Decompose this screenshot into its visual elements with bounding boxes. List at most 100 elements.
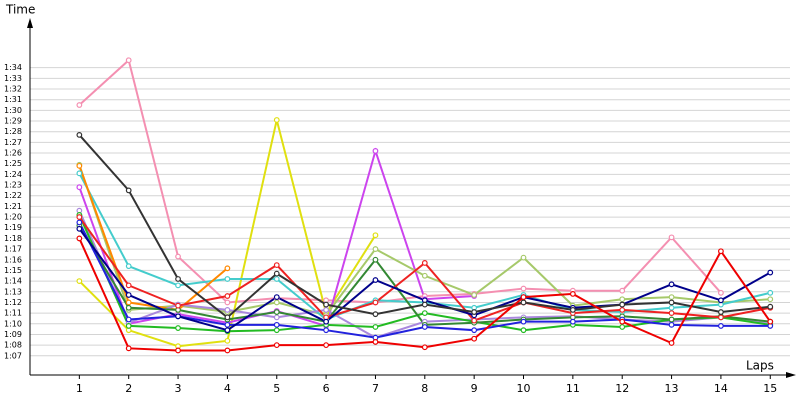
- y-tick-label: 1:27: [4, 138, 22, 147]
- point: [224, 314, 231, 321]
- point: [224, 307, 231, 313]
- point: [569, 318, 576, 325]
- y-tick-label: 1:10: [4, 319, 22, 328]
- point: [175, 282, 181, 289]
- point: [718, 289, 724, 296]
- point: [125, 323, 132, 329]
- point: [323, 327, 330, 334]
- y-axis-label: Time: [5, 3, 35, 17]
- point: [224, 327, 231, 334]
- point: [125, 187, 132, 194]
- point: [273, 327, 280, 334]
- point: [421, 272, 428, 279]
- point: [323, 307, 330, 313]
- point: [767, 303, 774, 310]
- point: [668, 281, 675, 288]
- x-tick-label: 15: [763, 382, 777, 395]
- x-tick-label: 8: [421, 382, 428, 395]
- series-line: [78, 58, 722, 304]
- point: [372, 232, 379, 239]
- point: [76, 278, 83, 284]
- y-tick-label: 1:15: [4, 266, 22, 275]
- y-tick-label: 1:25: [4, 159, 22, 168]
- point: [175, 325, 181, 331]
- y-tick-label: 1:11: [4, 309, 22, 318]
- point: [273, 299, 280, 306]
- y-tick-label: 1:22: [4, 191, 22, 200]
- point: [323, 301, 330, 308]
- plot-area: [76, 57, 774, 354]
- point: [767, 289, 774, 296]
- point: [224, 265, 231, 272]
- point: [668, 310, 675, 317]
- point: [273, 309, 280, 315]
- y-tick-label: 1:12: [4, 298, 22, 307]
- point: [668, 234, 675, 241]
- y-tick-label: 1:32: [4, 85, 22, 94]
- point: [421, 260, 428, 266]
- point: [76, 184, 83, 191]
- point: [76, 219, 83, 226]
- point: [175, 313, 181, 320]
- point: [372, 339, 379, 345]
- point: [668, 321, 675, 328]
- point: [619, 287, 626, 294]
- point: [76, 170, 83, 177]
- point: [224, 299, 231, 306]
- point: [520, 299, 527, 306]
- y-tick-label: 1:34: [4, 63, 22, 72]
- y-tick-label: 1:24: [4, 170, 22, 179]
- point: [273, 294, 280, 301]
- point: [273, 262, 280, 268]
- point: [471, 317, 478, 324]
- point: [718, 297, 724, 304]
- point: [372, 256, 379, 263]
- point: [76, 214, 83, 220]
- point: [175, 302, 181, 309]
- point: [471, 292, 478, 298]
- point: [372, 299, 379, 306]
- point: [175, 347, 181, 354]
- point: [175, 276, 181, 282]
- point: [175, 253, 181, 260]
- point: [520, 294, 527, 301]
- point: [718, 248, 724, 255]
- y-tick-label: 1:31: [4, 95, 22, 104]
- y-axis-arrow: [27, 18, 33, 28]
- point: [273, 117, 280, 123]
- point: [619, 296, 626, 303]
- point: [224, 347, 231, 354]
- point: [76, 235, 83, 242]
- point: [718, 314, 724, 321]
- point: [668, 299, 675, 306]
- point: [619, 318, 626, 325]
- point: [125, 304, 132, 311]
- y-tick-label: 1:16: [4, 255, 22, 264]
- point: [668, 316, 675, 323]
- x-axis-label: Laps: [746, 359, 774, 373]
- point: [471, 327, 478, 334]
- point: [668, 304, 675, 311]
- point: [125, 292, 132, 298]
- point: [125, 57, 132, 64]
- point: [224, 293, 231, 299]
- point: [569, 307, 576, 313]
- point: [421, 344, 428, 351]
- point: [520, 285, 527, 292]
- x-tick-label: 6: [323, 382, 330, 395]
- point: [273, 321, 280, 328]
- x-tick-label: 11: [566, 382, 580, 395]
- point: [619, 307, 626, 313]
- point: [224, 276, 231, 282]
- y-tick-label: 1:18: [4, 234, 22, 243]
- x-axis-arrow: [786, 372, 796, 378]
- y-tick-label: 1:17: [4, 245, 22, 254]
- point: [76, 102, 83, 108]
- y-tick-label: 1:13: [4, 287, 22, 296]
- point: [421, 324, 428, 330]
- series-line: [78, 134, 771, 319]
- point: [273, 270, 280, 277]
- point: [125, 282, 132, 289]
- x-tick-label: 12: [615, 382, 629, 395]
